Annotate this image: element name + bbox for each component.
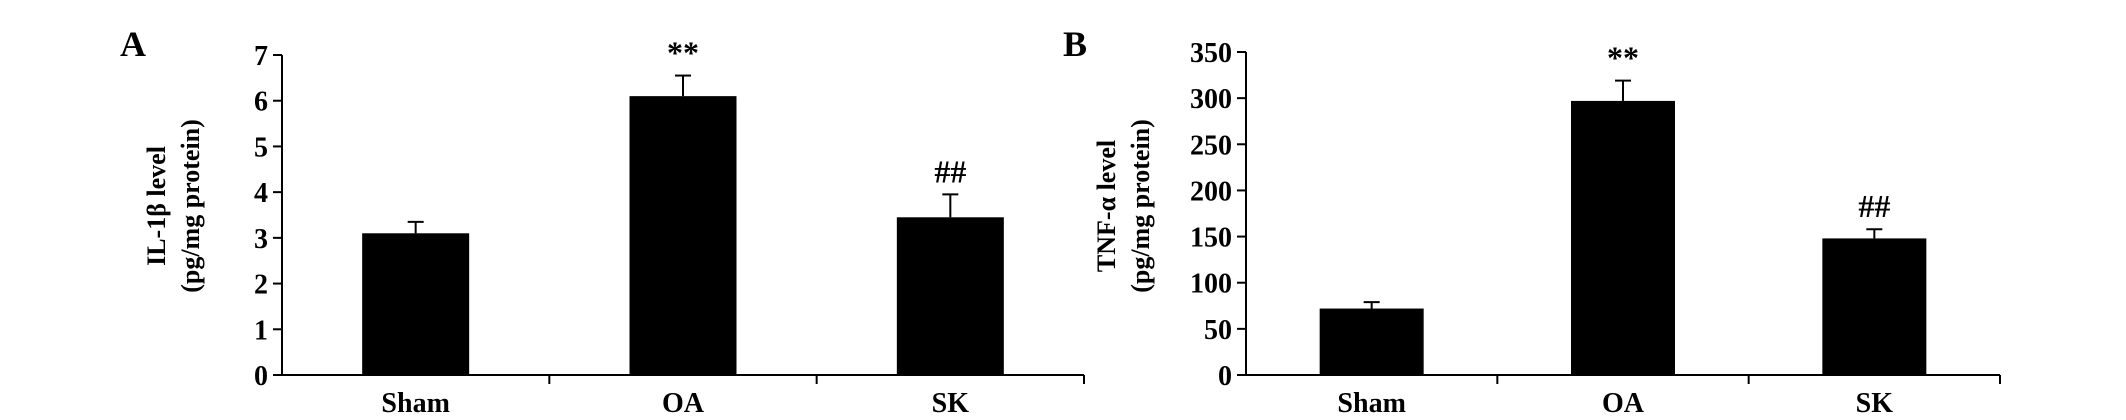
y-axis-title-line2: (pg/mg protein): [176, 119, 205, 293]
y-axis-title: IL-1β level (pg/mg protein): [142, 119, 205, 293]
panel-letter: B: [1063, 24, 1087, 64]
y-tick-label: 50: [1204, 315, 1232, 346]
y-tick-label: 100: [1190, 269, 1232, 300]
y-tick-label: 3: [254, 224, 268, 255]
y-tick-label: 7: [254, 41, 268, 72]
y-axis-title: TNF-α level (pg/mg protein): [1092, 119, 1155, 293]
x-tick-label: SK: [932, 388, 970, 419]
bar-sham: [1319, 308, 1424, 375]
x-tick-label: Sham: [381, 388, 449, 419]
y-axis-title-line1: TNF-α level: [1092, 140, 1121, 272]
y-tick-label: 1: [254, 315, 268, 346]
bars: ** ##: [1319, 40, 1927, 375]
x-tick-label: SK: [1856, 388, 1894, 419]
x-tick-label: OA: [1602, 388, 1645, 419]
panel-a: A IL-1β level (pg/mg protein) 0 1 2 3 4 5 6 7 Sh…: [120, 24, 1085, 419]
significance-label: **: [667, 35, 699, 71]
bar-sk: [1822, 238, 1927, 375]
y-tick-label: 0: [1218, 361, 1232, 392]
bar-sk: [896, 217, 1004, 375]
y-tick-label: 0: [254, 361, 268, 392]
y-tick-label: 4: [254, 178, 268, 209]
y-tick-label: 200: [1190, 176, 1232, 207]
y-tick-label: 2: [254, 270, 268, 301]
y-tick-label: 250: [1190, 130, 1232, 161]
bars: ** ##: [362, 35, 1004, 376]
significance-label: **: [1607, 40, 1639, 76]
x-tick-label: OA: [662, 388, 705, 419]
y-tick-label: 6: [254, 87, 268, 118]
panel-letter: A: [120, 24, 146, 64]
y-tick-label: 5: [254, 132, 268, 163]
y-tick-label: 150: [1190, 223, 1232, 254]
bar-oa: [1571, 100, 1675, 375]
axes: 0 50 100 150 200 250 300 350 Sham OA SK: [1190, 38, 2001, 419]
y-tick-label: 350: [1190, 38, 1232, 69]
panel-b: B TNF-α level (pg/mg protein) 0 50 100 150 2…: [1063, 24, 2001, 419]
x-tick-label: Sham: [1337, 388, 1405, 419]
y-tick-label: 300: [1190, 84, 1232, 115]
bar-oa: [629, 96, 737, 376]
significance-label: ##: [1858, 188, 1890, 224]
bar-sham: [362, 233, 470, 375]
y-axis-title-line1: IL-1β level: [142, 146, 171, 266]
significance-label: ##: [934, 153, 966, 189]
y-axis-title-line2: (pg/mg protein): [1126, 119, 1155, 293]
